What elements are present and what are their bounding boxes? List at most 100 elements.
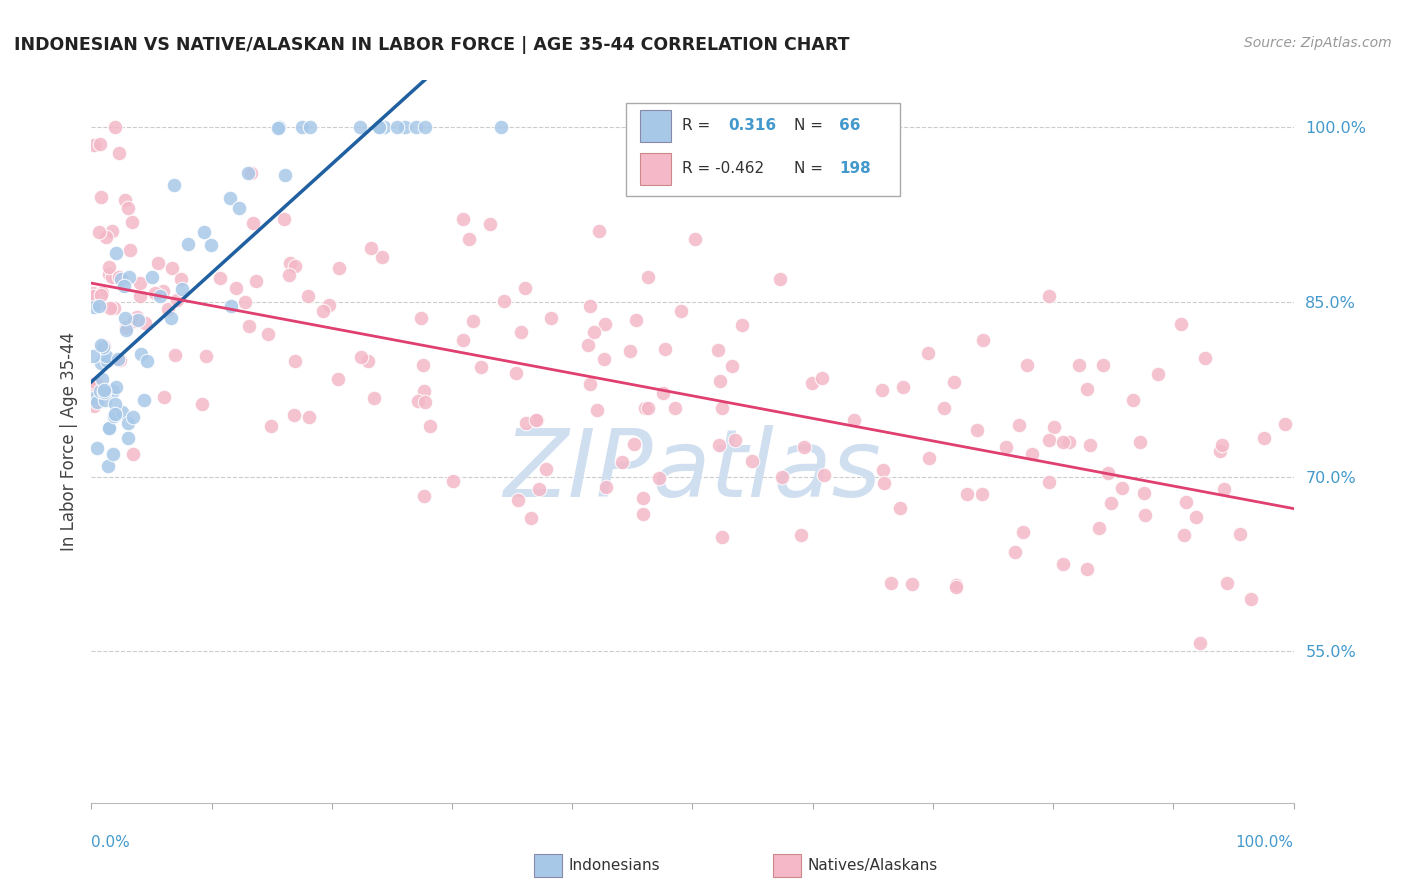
Point xyxy=(373,120,395,134)
Point xyxy=(87,225,110,239)
Point xyxy=(1099,496,1122,510)
Point xyxy=(228,201,250,215)
Point xyxy=(394,120,416,134)
Point xyxy=(260,418,283,433)
Point xyxy=(86,395,108,409)
Point xyxy=(90,288,112,302)
Point xyxy=(129,277,152,291)
Point xyxy=(664,401,686,415)
Point xyxy=(149,289,172,303)
Point xyxy=(83,399,105,413)
Point xyxy=(478,217,501,231)
Point xyxy=(772,470,794,484)
Point xyxy=(117,416,139,430)
Point xyxy=(134,316,156,330)
Point xyxy=(1021,447,1043,461)
Point xyxy=(441,474,464,488)
Point xyxy=(132,392,155,407)
Point xyxy=(619,343,641,358)
Text: Source: ZipAtlas.com: Source: ZipAtlas.com xyxy=(1244,36,1392,50)
Point xyxy=(536,462,558,476)
Text: Indonesians: Indonesians xyxy=(568,858,659,872)
Point xyxy=(129,347,152,361)
Point xyxy=(1240,592,1263,607)
Point xyxy=(360,240,382,254)
Point xyxy=(96,354,118,368)
Point xyxy=(1052,558,1074,572)
Point xyxy=(117,269,139,284)
Point xyxy=(97,420,120,434)
Point xyxy=(91,340,114,354)
Point xyxy=(588,224,610,238)
Point xyxy=(1057,434,1080,449)
Point xyxy=(193,225,215,239)
Point xyxy=(143,286,166,301)
Point xyxy=(1111,481,1133,495)
Text: 100.0%: 100.0% xyxy=(1236,836,1294,850)
Point xyxy=(918,450,941,465)
Point xyxy=(813,467,835,482)
Point xyxy=(368,120,391,134)
Point xyxy=(90,190,112,204)
Point xyxy=(1216,576,1239,591)
Point xyxy=(114,319,136,334)
Point xyxy=(82,381,104,395)
Point xyxy=(328,260,350,275)
Point xyxy=(1076,382,1098,396)
Point xyxy=(1211,438,1233,452)
Point xyxy=(94,349,117,363)
Point xyxy=(114,310,136,325)
Point xyxy=(506,492,529,507)
Point xyxy=(1135,508,1157,522)
Point xyxy=(357,354,380,368)
Point xyxy=(152,284,174,298)
Point xyxy=(811,371,834,385)
Point xyxy=(98,301,121,315)
Point xyxy=(1122,393,1144,408)
Point xyxy=(994,440,1017,454)
Point xyxy=(576,337,599,351)
Point xyxy=(363,391,385,405)
Point xyxy=(191,397,214,411)
Point xyxy=(235,295,257,310)
Point xyxy=(104,270,127,285)
Point xyxy=(801,376,824,390)
Point xyxy=(1133,485,1156,500)
Point xyxy=(451,333,474,347)
Point xyxy=(162,178,184,193)
Point xyxy=(1175,495,1198,509)
Point xyxy=(412,489,434,503)
Text: 198: 198 xyxy=(839,161,872,177)
Point xyxy=(103,301,125,315)
Point xyxy=(118,243,141,257)
Point xyxy=(945,578,967,592)
Point xyxy=(1091,358,1114,372)
Point xyxy=(593,351,616,366)
Point xyxy=(163,348,186,362)
Point xyxy=(112,279,135,293)
Point xyxy=(405,120,427,134)
Point xyxy=(136,353,159,368)
Point xyxy=(326,372,349,386)
Point xyxy=(267,120,290,135)
Point xyxy=(901,577,924,591)
Point xyxy=(709,375,731,389)
Point xyxy=(412,358,434,372)
Point xyxy=(93,384,115,399)
Text: 66: 66 xyxy=(839,119,860,134)
Point xyxy=(1038,475,1060,490)
Point xyxy=(593,318,616,332)
Text: 0.0%: 0.0% xyxy=(91,836,131,850)
Point xyxy=(623,437,645,451)
Point xyxy=(1194,351,1216,366)
Point xyxy=(114,323,136,337)
Point xyxy=(624,312,647,326)
Point xyxy=(683,232,706,246)
Point xyxy=(290,120,312,134)
Point xyxy=(90,337,112,351)
Point xyxy=(195,349,218,363)
Point xyxy=(101,384,124,399)
Point xyxy=(470,359,492,374)
Point xyxy=(731,318,754,332)
Point xyxy=(170,272,193,286)
